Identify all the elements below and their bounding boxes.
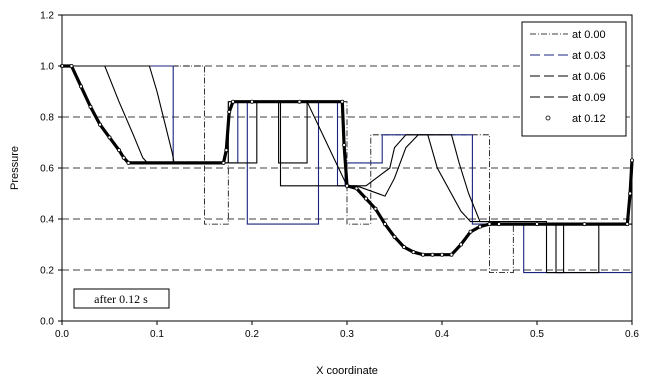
annotation-text: after 0.12 s	[94, 292, 148, 306]
legend-label: at 0.09	[572, 92, 606, 104]
series-at-0-12	[60, 64, 635, 257]
data-point	[230, 99, 235, 104]
y-tick-label: 0.4	[40, 215, 54, 226]
tick-labels: 0.0 0.1 0.2 0.3 0.4 0.5 0.6 0.0 0.2 0.4 0.6 0.8 1.0 1…	[40, 11, 639, 341]
legend-label: at 0.03	[572, 50, 606, 62]
y-tick-label: 0.0	[40, 317, 54, 328]
data-point	[430, 252, 435, 257]
series-layer	[60, 64, 635, 274]
x-tick-label: 0.3	[340, 329, 354, 340]
data-point	[249, 99, 254, 104]
y-tick-label: 0.6	[40, 164, 54, 175]
x-tick-label: 0.5	[530, 329, 544, 340]
data-point	[582, 222, 587, 227]
data-point	[625, 222, 630, 227]
data-point	[344, 183, 349, 188]
y-tick-label: 0.8	[40, 113, 54, 124]
x-tick-label: 0.0	[55, 329, 69, 340]
x-axis-label: X coordinate	[316, 365, 378, 377]
legend-label: at 0.00	[572, 29, 606, 41]
data-point	[487, 222, 492, 227]
x-tick-label: 0.1	[150, 329, 164, 340]
annotation-frame	[73, 288, 170, 309]
data-point	[535, 222, 540, 227]
data-point	[121, 155, 126, 160]
data-point	[449, 252, 454, 257]
data-point	[340, 99, 345, 104]
legend: at 0.00 at 0.03 at 0.06 at 0.09 at 0.12	[521, 21, 627, 137]
y-tick-label: 0.2	[40, 266, 54, 277]
legend-swatch	[545, 115, 551, 121]
data-point	[420, 252, 425, 257]
data-point	[468, 229, 473, 234]
legend-box	[521, 21, 627, 137]
x-tick-label: 0.6	[625, 329, 639, 340]
data-point	[117, 148, 122, 153]
x-tick-label: 0.4	[435, 329, 449, 340]
data-point	[69, 64, 74, 69]
data-point	[98, 122, 103, 127]
legend-label: at 0.06	[572, 71, 606, 83]
data-point	[628, 191, 633, 196]
data-point	[411, 250, 416, 255]
data-point	[221, 160, 226, 165]
y-tick-label: 1.0	[40, 62, 54, 73]
data-point	[458, 242, 463, 247]
data-point	[439, 252, 444, 257]
data-point	[342, 143, 347, 148]
data-point	[373, 206, 378, 211]
y-axis-label: Pressure	[9, 146, 21, 190]
x-tick-label: 0.2	[245, 329, 259, 340]
data-point	[297, 99, 302, 104]
data-point	[126, 160, 131, 165]
data-point	[79, 84, 84, 89]
data-point	[401, 245, 406, 250]
data-point	[630, 158, 635, 163]
data-point	[227, 109, 232, 114]
data-point	[107, 135, 112, 140]
y-tick-label: 1.2	[40, 11, 54, 22]
data-point	[496, 222, 501, 227]
data-point	[224, 148, 229, 153]
data-point	[392, 234, 397, 239]
data-point	[88, 104, 93, 109]
data-point	[363, 196, 368, 201]
annotation-box: after 0.12 s	[73, 288, 170, 309]
data-point	[354, 186, 359, 191]
legend-label: at 0.12	[572, 113, 606, 125]
data-point	[382, 222, 387, 227]
data-point	[477, 224, 482, 229]
